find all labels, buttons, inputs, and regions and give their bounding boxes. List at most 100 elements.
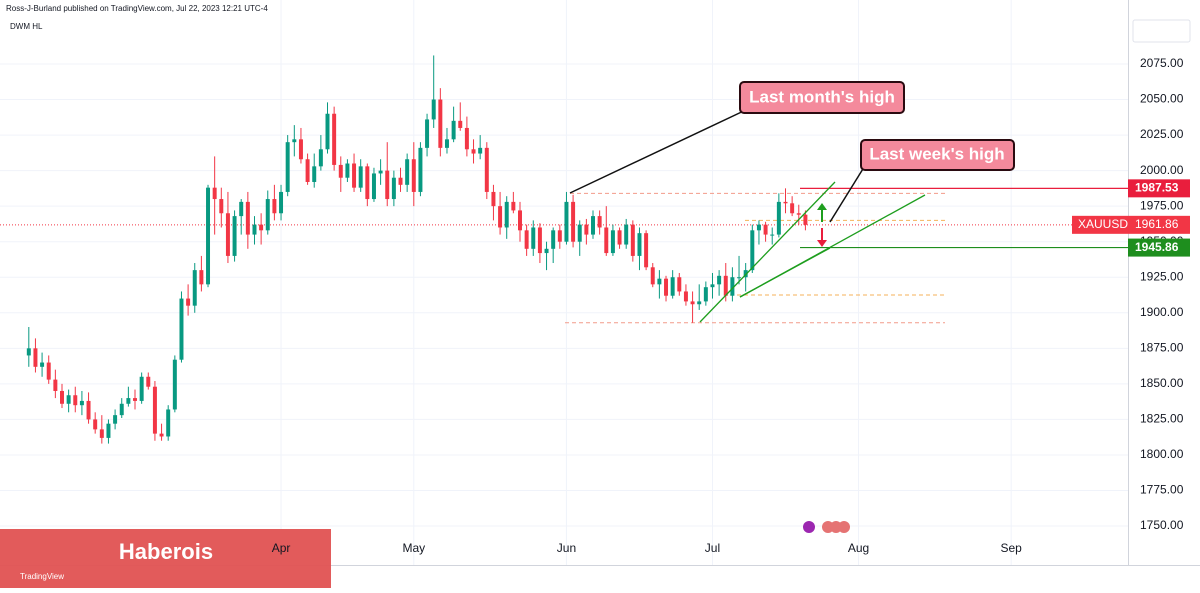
x-tick-label: Jun (557, 541, 576, 555)
toolbar-box[interactable] (1132, 19, 1191, 43)
candle-body (405, 159, 410, 185)
grid-layer (0, 0, 1128, 565)
candle-body (86, 400, 91, 420)
candle-body (292, 139, 297, 143)
event-icon[interactable] (838, 521, 850, 533)
candle-body (40, 362, 45, 367)
candle-body (358, 166, 363, 188)
candle-body (637, 233, 642, 256)
candle-body (318, 149, 323, 167)
candle-body (438, 99, 443, 148)
candle-body (591, 216, 595, 235)
x-tick-label: Apr (272, 541, 291, 555)
candle-body (544, 248, 549, 254)
candle-body (332, 113, 337, 165)
candle-body (425, 119, 430, 148)
candle-body (239, 201, 244, 217)
candle-body (73, 395, 78, 406)
candle-body (610, 230, 615, 254)
callout-text: Last week's high (869, 144, 1004, 163)
candle-body (192, 270, 197, 306)
candle-body (564, 201, 569, 242)
candle-body (305, 159, 310, 182)
candle-body (743, 270, 748, 278)
candle-body (783, 201, 788, 204)
y-tick-label: 2075.00 (1140, 56, 1184, 70)
candle-body (464, 127, 469, 150)
arrows (817, 203, 827, 247)
candle-body (418, 147, 423, 192)
axes-layer: 2075.002050.002025.002000.001975.001950.… (272, 56, 1190, 555)
watermark-box (0, 529, 331, 588)
trend-line (699, 181, 836, 323)
candle-body (697, 301, 702, 305)
last-price-label: 1961.86 (1135, 217, 1179, 231)
callout-pointer (569, 107, 751, 194)
candle-body (159, 433, 164, 437)
candle-body (551, 230, 556, 249)
y-tick-label: 1750.00 (1140, 518, 1184, 532)
trend-line (739, 247, 831, 298)
y-tick-label: 1875.00 (1140, 340, 1184, 354)
candle-body (179, 298, 184, 360)
candle-body (756, 224, 761, 231)
candle-body (431, 99, 436, 120)
symbol-label-box (1072, 215, 1128, 234)
candle-body (126, 398, 131, 404)
candle-body (537, 227, 542, 254)
candle-body (597, 216, 602, 228)
candle-body (26, 348, 31, 356)
candle-body (345, 163, 350, 178)
candle-body (186, 298, 191, 306)
candle-body (657, 278, 662, 285)
symbol-label: XAUUSD (1078, 217, 1128, 231)
indicator-label: DWM HL (10, 22, 43, 31)
candle-body (750, 230, 755, 271)
candle-body (710, 284, 715, 288)
y-tick-label: 1850.00 (1140, 376, 1184, 390)
levels-layer (0, 187, 1128, 324)
candle-body (338, 164, 343, 178)
candle-body (206, 187, 211, 285)
candle-body (79, 400, 84, 406)
candle-body (172, 359, 177, 410)
candle-body (411, 159, 416, 192)
candle-body (259, 224, 264, 231)
candle-body (298, 139, 303, 160)
candle-body (604, 227, 609, 254)
price-label: 1945.86 (1135, 240, 1179, 254)
candle-body (279, 191, 284, 214)
watermark: Haberois (119, 539, 213, 564)
candle-body (498, 206, 503, 228)
y-tick-label: 2050.00 (1140, 92, 1184, 106)
x-tick-label: Sep (1000, 541, 1022, 555)
candle-body (225, 213, 230, 256)
candle-body (444, 139, 449, 148)
candles-layer (26, 55, 808, 444)
candle-body (66, 395, 71, 404)
event-icon[interactable] (803, 521, 815, 533)
candle-body (644, 233, 649, 268)
candle-body (53, 379, 58, 391)
candle-body (650, 267, 655, 285)
candle-body (703, 287, 708, 302)
candle-body (770, 234, 775, 236)
candle-body (504, 201, 509, 228)
callout-box (860, 139, 1015, 171)
callout-pointer (829, 163, 867, 223)
candle-body (146, 376, 151, 387)
candle-body (113, 415, 118, 424)
candle-body (398, 177, 403, 185)
candle-body (245, 201, 250, 235)
candle-body (730, 277, 735, 296)
candle-body (378, 170, 383, 174)
y-tick-label: 2000.00 (1140, 163, 1184, 177)
price-label-box (1128, 238, 1190, 257)
x-tick-label: Jul (705, 541, 720, 555)
y-tick-label: 1925.00 (1140, 269, 1184, 283)
trend-lines (699, 181, 926, 323)
candle-body (199, 270, 204, 285)
footer-brand: TradingView (20, 572, 64, 581)
candle-body (763, 224, 768, 235)
